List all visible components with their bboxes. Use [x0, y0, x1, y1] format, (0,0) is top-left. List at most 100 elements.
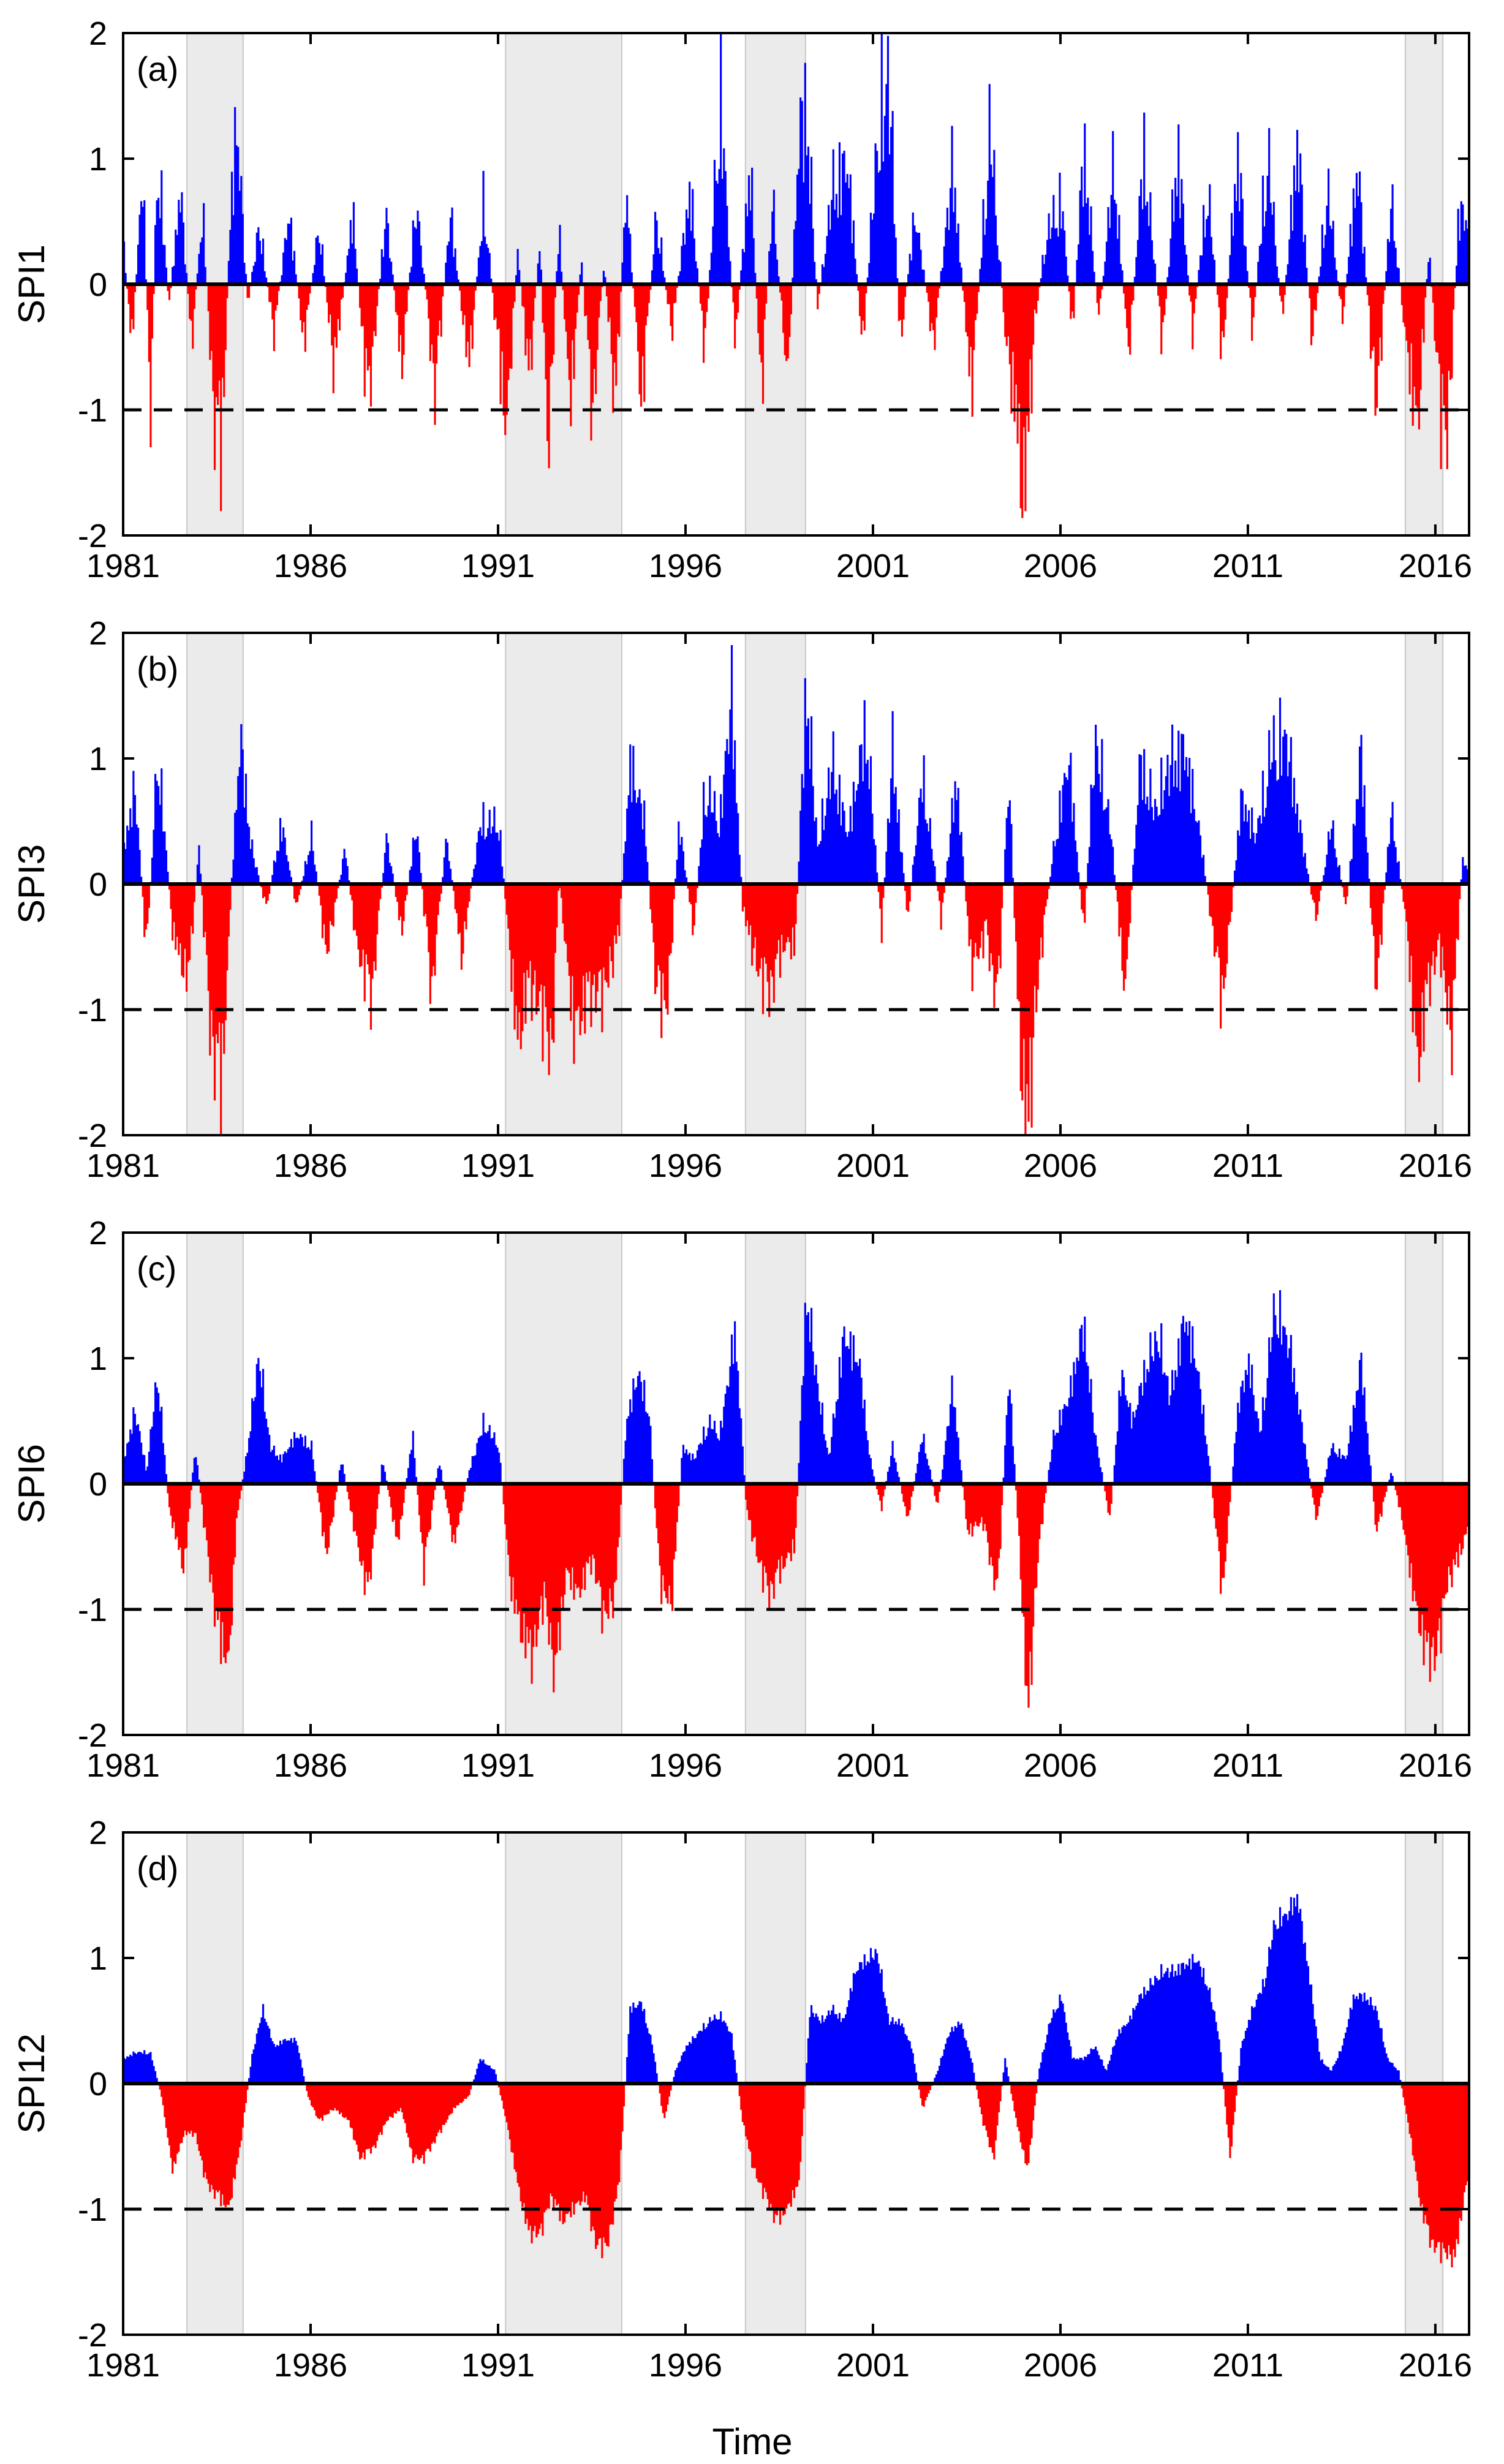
bar: [1019, 884, 1022, 1091]
bar: [1209, 1987, 1211, 2084]
bar: [743, 1475, 746, 1484]
bar: [1082, 2060, 1084, 2084]
bar: [946, 861, 948, 884]
bar: [468, 2084, 470, 2095]
bar: [573, 2084, 575, 2215]
bar: [567, 2084, 569, 2214]
bar: [796, 1484, 799, 1497]
bar: [1238, 211, 1241, 284]
bar: [357, 884, 360, 950]
bar: [593, 2084, 595, 2231]
bar: [1185, 1964, 1188, 2084]
bar: [328, 884, 330, 952]
bar: [1241, 198, 1244, 284]
bar: [609, 284, 611, 318]
bar: [918, 2084, 921, 2090]
bar: [507, 884, 510, 929]
bar: [1294, 191, 1297, 284]
bar: [1076, 852, 1078, 884]
bar: [244, 1456, 248, 1484]
bar: [926, 1459, 928, 1484]
bar: [1307, 874, 1309, 884]
bar: [199, 1484, 202, 1494]
bar: [238, 766, 241, 884]
bar: [204, 884, 206, 932]
bar: [199, 874, 202, 884]
bar: [876, 1953, 879, 2084]
bar: [507, 284, 510, 380]
bar: [460, 1484, 463, 1511]
bar: [184, 884, 186, 949]
bar: [482, 1413, 485, 1484]
bar: [1275, 1929, 1278, 2084]
bars-group: [123, 33, 1469, 518]
bar: [440, 284, 442, 337]
bar: [821, 264, 823, 284]
bar: [1011, 877, 1015, 884]
bar: [1426, 2084, 1428, 2224]
bar: [629, 744, 632, 884]
bar: [703, 782, 705, 884]
bar: [798, 2084, 800, 2180]
bar: [1315, 1484, 1317, 1520]
bar: [453, 2084, 455, 2108]
bar: [554, 1484, 556, 1655]
bar: [1147, 810, 1150, 884]
bar: [201, 1484, 203, 1505]
bar: [1257, 1994, 1260, 2084]
bar: [1041, 884, 1044, 958]
bar: [300, 1434, 302, 1484]
bar: [1264, 1978, 1268, 2084]
bar: [293, 1432, 296, 1484]
bar: [1005, 1415, 1008, 1484]
bar: [765, 284, 768, 304]
bar: [456, 884, 458, 913]
bar: [1320, 884, 1322, 891]
bar: [251, 271, 254, 284]
bar: [1257, 262, 1260, 284]
bar: [1011, 284, 1015, 352]
bar: [1024, 2084, 1027, 2164]
bar: [1141, 799, 1144, 884]
bar: [1290, 1335, 1292, 1484]
bar: [259, 2023, 261, 2084]
bar: [574, 1484, 577, 1584]
bar: [187, 284, 189, 294]
bar: [1105, 241, 1108, 284]
bar: [1193, 284, 1195, 314]
bar: [1413, 2084, 1416, 2161]
bar: [883, 116, 886, 284]
bar: [1102, 810, 1105, 884]
bar: [709, 776, 711, 884]
bar: [1376, 284, 1378, 408]
x-tick-label: 1996: [649, 1747, 722, 1784]
bar: [1076, 2058, 1078, 2084]
bar: [727, 1386, 730, 1484]
bar: [300, 884, 302, 890]
bar: [1382, 2041, 1385, 2084]
bar: [426, 1484, 428, 1537]
bar: [1271, 214, 1274, 284]
bar: [1252, 2008, 1255, 2084]
bar: [840, 825, 842, 884]
bar: [1235, 201, 1238, 284]
bar: [1184, 770, 1186, 884]
bar: [465, 284, 467, 358]
bar: [268, 1435, 271, 1484]
bar: [497, 1453, 501, 1484]
bar: [788, 284, 791, 338]
bar: [1309, 1984, 1311, 2084]
bar: [429, 884, 431, 1004]
bar: [1132, 1412, 1135, 1484]
bar: [1362, 1395, 1364, 1484]
bar: [1135, 257, 1138, 284]
bar: [1408, 2084, 1411, 2134]
bar: [1105, 2070, 1108, 2084]
bar: [369, 1484, 372, 1580]
bar: [1136, 805, 1139, 884]
bar: [443, 2084, 445, 2125]
bar: [1452, 2084, 1455, 2250]
bar: [994, 2084, 997, 2141]
bar: [1113, 200, 1116, 284]
bar: [769, 884, 772, 970]
